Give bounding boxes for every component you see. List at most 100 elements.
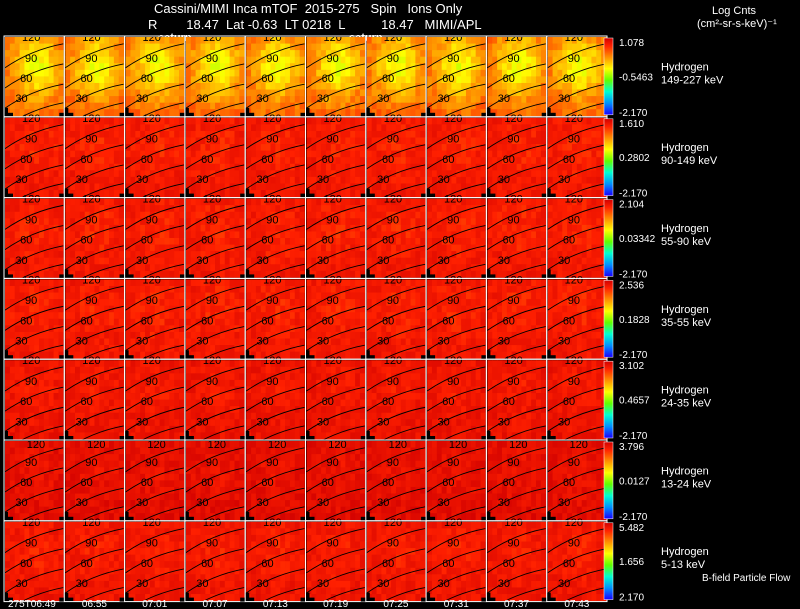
heatmap-cell: [596, 157, 602, 165]
heatmap-cell: [118, 109, 124, 117]
heatmap-cell: [586, 251, 592, 259]
heatmap-cell: [210, 144, 216, 152]
heatmap-cell: [521, 157, 527, 165]
heatmap-cell: [475, 63, 481, 71]
heatmap-cell: [581, 264, 587, 272]
pitch-angle-label: 60: [322, 154, 334, 166]
heatmap-cell: [109, 318, 115, 326]
heatmap-cell: [43, 130, 50, 138]
heatmap-cell: [43, 218, 50, 226]
heatmap-cell: [492, 157, 498, 165]
heatmap-cell: [526, 264, 532, 272]
heatmap-cell: [70, 190, 76, 197]
heatmap-cell: [58, 257, 64, 265]
heatmap-cell: [200, 137, 206, 145]
pitch-angle-label: 90: [507, 214, 519, 226]
heatmap-cell: [14, 124, 20, 132]
heatmap-cell: [335, 43, 341, 51]
heatmap-cell: [441, 211, 447, 219]
heatmap-cell: [104, 69, 110, 77]
heatmap-cell: [311, 96, 317, 104]
heatmap-cell: [99, 43, 105, 51]
heatmap-cell: [516, 190, 522, 197]
heatmap-cell: [299, 231, 305, 239]
heatmap-cell: [335, 56, 341, 64]
heatmap-cell: [65, 299, 71, 307]
heatmap-cell: [521, 163, 527, 171]
heatmap-cell: [265, 76, 271, 84]
heatmap-cell: [427, 144, 433, 152]
heatmap-cell: [43, 351, 50, 359]
heatmap-cell: [470, 130, 477, 138]
heatmap-cell: [29, 76, 35, 84]
heatmap-cell: [306, 130, 312, 138]
heatmap-cell: [5, 96, 11, 104]
heatmap-cell: [29, 351, 35, 359]
heatmap-cell: [34, 137, 40, 145]
heatmap-cell: [9, 299, 16, 307]
pitch-angle-label: 120: [82, 274, 100, 286]
heatmap-cell: [294, 211, 301, 219]
heatmap-cell: [591, 190, 597, 197]
heatmap-cell: [497, 43, 503, 51]
heatmap-cell: [285, 102, 291, 110]
heatmap-cell: [391, 211, 397, 219]
heatmap-cell: [94, 251, 100, 259]
heatmap-cell: [140, 137, 146, 145]
heatmap-cell: [215, 270, 221, 278]
heatmap-cell: [104, 130, 110, 138]
heatmap-cell: [24, 124, 30, 132]
heatmap-cell: [386, 218, 392, 226]
heatmap-cell: [465, 205, 472, 213]
heatmap-cell: [497, 190, 503, 197]
heatmap-cell: [5, 318, 11, 326]
heatmap-cell: [581, 43, 587, 51]
heatmap-cell: [446, 124, 452, 132]
heatmap-cell: [506, 63, 513, 71]
heatmap-cell: [581, 137, 587, 145]
heatmap-cell: [79, 257, 86, 265]
heatmap-cell: [79, 69, 86, 77]
heatmap-cell: [571, 157, 578, 165]
heatmap-cell: [431, 270, 438, 278]
heatmap-cell: [557, 96, 563, 104]
heatmap-cell: [395, 183, 402, 191]
heatmap-cell: [154, 270, 161, 278]
heatmap-cell: [511, 76, 517, 84]
heatmap-cell: [251, 270, 257, 278]
heatmap-cell: [400, 183, 407, 191]
heatmap-cell: [75, 305, 81, 313]
heatmap-cell: [43, 312, 50, 320]
heatmap-cell: [289, 50, 296, 58]
heatmap-cell: [140, 117, 146, 125]
heatmap-cell: [19, 190, 25, 197]
heatmap-cell: [526, 244, 532, 252]
pitch-angle-label: 60: [442, 235, 454, 247]
heatmap-cell: [224, 89, 231, 97]
heatmap-cell: [53, 117, 59, 125]
heatmap-cell: [99, 96, 105, 104]
heatmap-cell: [405, 76, 411, 84]
heatmap-cell: [154, 264, 161, 272]
heatmap-cell: [75, 50, 81, 58]
heatmap-cell: [306, 76, 312, 84]
heatmap-cell: [456, 96, 462, 104]
heatmap-cell: [506, 205, 513, 213]
pitch-angle-label: 30: [136, 93, 148, 105]
heatmap-cell: [581, 257, 587, 265]
heatmap-cell: [456, 244, 462, 252]
heatmap-cell: [355, 163, 361, 171]
heatmap-cell: [190, 231, 197, 239]
heatmap-cell: [586, 170, 592, 178]
heatmap-cell: [345, 89, 351, 97]
heatmap-cell: [359, 211, 366, 219]
heatmap-cell: [355, 244, 361, 252]
heatmap-cell: [535, 150, 542, 158]
heatmap-cell: [386, 50, 392, 58]
heatmap-cell: [376, 82, 382, 90]
heatmap-cell: [451, 198, 457, 206]
heatmap-cell: [84, 170, 90, 178]
heatmap-cell: [415, 257, 421, 265]
heatmap-cell: [185, 231, 192, 239]
heatmap-cell: [285, 63, 291, 71]
